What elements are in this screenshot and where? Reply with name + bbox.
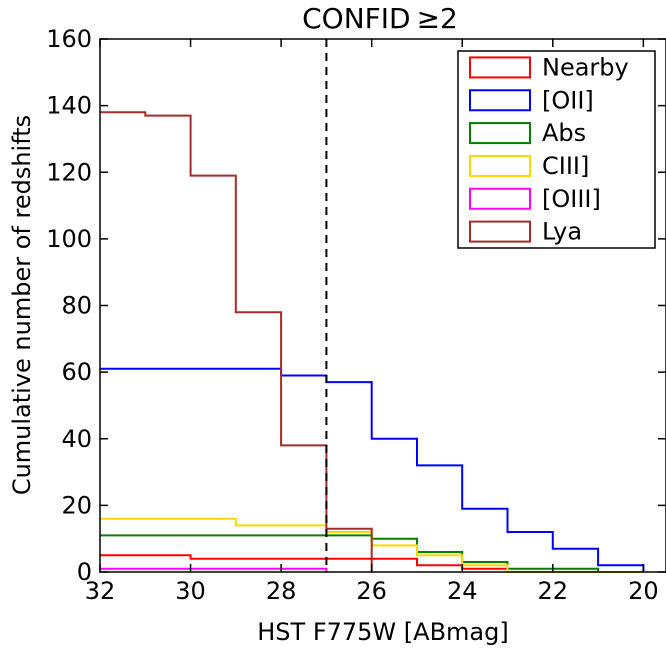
y-tick-label: 60 [61, 358, 92, 386]
legend-swatch [469, 89, 531, 112]
x-tick-label: 22 [538, 577, 569, 605]
tick-layer: 32 30 28 26 24 22 20 0 20 40 60 80 100 120 140 160 [46, 25, 666, 605]
y-axis-label: Cumulative number of redshifts [8, 115, 36, 495]
legend-label: CIII] [542, 152, 589, 180]
legend-swatch [469, 187, 531, 210]
series-line-4 [100, 567, 328, 572]
x-tick-label: 32 [85, 577, 116, 605]
y-tick-label: 160 [46, 25, 92, 53]
y-tick-label: 120 [46, 158, 92, 186]
series-line-5 [100, 111, 373, 572]
legend-frame [457, 50, 656, 249]
legend-swatch [469, 56, 531, 79]
chart-title: CONFID ≥2 [302, 2, 458, 35]
legend-swatch [469, 154, 531, 177]
legend-label: Nearby [542, 53, 629, 81]
y-tick-label: 100 [46, 225, 92, 253]
legend-label: Lya [542, 218, 582, 246]
x-tick-label: 28 [266, 577, 297, 605]
legend: Nearby [OII] Abs CIII] [OIII] Lya [457, 50, 656, 249]
legend-swatch [469, 220, 531, 243]
y-tick-label: 80 [61, 292, 92, 320]
y-tick-label: 20 [61, 491, 92, 519]
legend-label: [OII] [542, 86, 594, 114]
legend-label: [OIII] [542, 185, 601, 213]
y-tick-label: 140 [46, 92, 92, 120]
x-tick-label: 20 [628, 577, 659, 605]
legend-swatch [469, 122, 531, 145]
series-line-1 [100, 367, 645, 572]
x-tick-label: 24 [447, 577, 478, 605]
x-axis-label: HST F775W [ABmag] [257, 618, 508, 646]
x-tick-label: 30 [175, 577, 206, 605]
x-tick-label: 26 [356, 577, 387, 605]
y-tick-label: 40 [61, 425, 92, 453]
legend-label: Abs [542, 119, 586, 147]
y-tick-label: 0 [77, 558, 92, 586]
